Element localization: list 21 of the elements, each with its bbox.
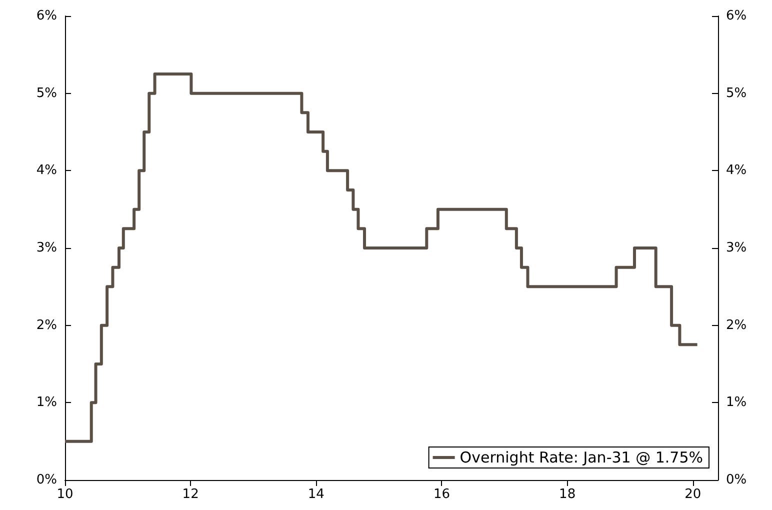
- x-tick-label: 16: [433, 487, 450, 502]
- y2-tick-label: 2%: [726, 318, 747, 333]
- x-tick-label: 12: [182, 487, 199, 502]
- y2-tick-label: 4%: [726, 163, 747, 178]
- x-tick-label: 20: [684, 487, 702, 502]
- y2-tick-label: 6%: [726, 8, 747, 24]
- y-tick-label: 2%: [36, 318, 57, 333]
- x-tick-label: 14: [308, 487, 324, 502]
- x-tick-label: 10: [56, 487, 74, 502]
- y-tick-label: 4%: [36, 163, 57, 178]
- y2-tick-label: 1%: [726, 395, 747, 410]
- y-tick-label: 6%: [36, 8, 57, 24]
- y2-tick-label: 5%: [726, 86, 747, 101]
- x-tick-label: 18: [559, 487, 576, 502]
- legend-label: Overnight Rate: Jan-31 @ 1.75%: [460, 448, 704, 466]
- y2-tick-label: 0%: [726, 472, 747, 488]
- y-tick-label: 5%: [36, 86, 57, 101]
- y-tick-label: 0%: [36, 472, 57, 488]
- y2-tick-label: 3%: [726, 240, 747, 256]
- y-tick-label: 3%: [36, 240, 57, 256]
- y-tick-label: 1%: [36, 395, 57, 410]
